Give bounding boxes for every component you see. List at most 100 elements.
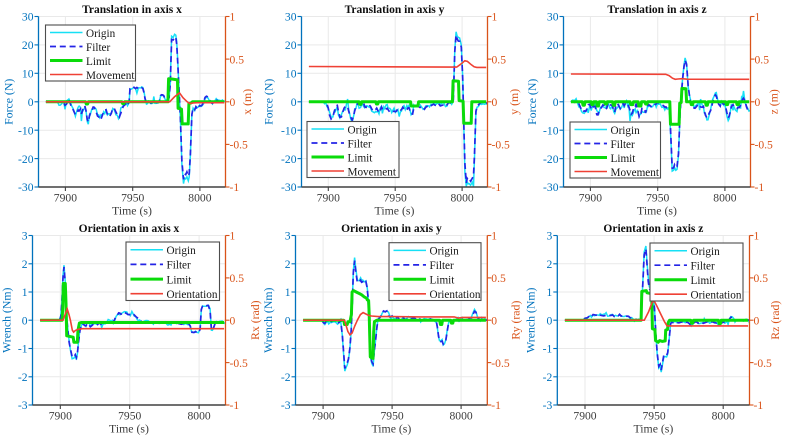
- svg-text:-2: -2: [281, 371, 291, 384]
- svg-text:Orientation: Orientation: [691, 290, 742, 302]
- svg-text:-20: -20: [281, 153, 297, 166]
- svg-text:0: 0: [291, 96, 297, 109]
- svg-text:7950: 7950: [384, 192, 407, 205]
- svg-text:0: 0: [755, 96, 761, 109]
- svg-text:Ry (rad): Ry (rad): [509, 301, 523, 340]
- svg-text:8000: 8000: [451, 192, 474, 205]
- svg-text:Origin: Origin: [691, 246, 721, 258]
- svg-text:0: 0: [22, 314, 28, 327]
- svg-text:Translation in axis y: Translation in axis y: [345, 4, 445, 16]
- svg-text:0.5: 0.5: [755, 53, 770, 66]
- svg-text:-1: -1: [281, 343, 291, 356]
- svg-text:Limit: Limit: [691, 275, 717, 287]
- svg-text:-1: -1: [755, 181, 765, 194]
- svg-text:-3: -3: [281, 399, 291, 412]
- svg-text:Orientation in axis y: Orientation in axis y: [341, 223, 442, 235]
- svg-text:Time (s): Time (s): [109, 422, 149, 436]
- svg-text:Limit: Limit: [348, 152, 374, 164]
- svg-text:10: 10: [285, 68, 297, 81]
- svg-text:7950: 7950: [381, 410, 404, 423]
- svg-text:-20: -20: [543, 153, 559, 166]
- svg-text:Force (N): Force (N): [2, 79, 16, 125]
- svg-text:20: 20: [547, 39, 559, 52]
- svg-text:Limit: Limit: [167, 274, 193, 286]
- svg-text:-10: -10: [543, 124, 559, 137]
- svg-text:Time (s): Time (s): [375, 204, 415, 218]
- svg-text:-0.5: -0.5: [492, 139, 511, 152]
- svg-text:8000: 8000: [713, 192, 736, 205]
- svg-text:Movement: Movement: [86, 70, 135, 82]
- svg-text:-10: -10: [281, 124, 297, 137]
- svg-text:-3: -3: [543, 399, 553, 412]
- svg-text:3: 3: [22, 230, 28, 243]
- svg-text:Origin: Origin: [611, 125, 641, 137]
- svg-text:7900: 7900: [317, 192, 340, 205]
- svg-text:Limit: Limit: [86, 56, 112, 68]
- svg-text:7950: 7950: [118, 410, 141, 423]
- svg-text:-0.5: -0.5: [755, 139, 774, 152]
- svg-text:Filter: Filter: [167, 260, 192, 272]
- svg-text:-2: -2: [18, 371, 28, 384]
- svg-text:-3: -3: [18, 399, 28, 412]
- svg-text:-1: -1: [491, 399, 501, 412]
- svg-text:-1: -1: [492, 181, 502, 194]
- svg-text:-1: -1: [230, 181, 240, 194]
- svg-text:7900: 7900: [54, 192, 77, 205]
- svg-text:0.5: 0.5: [491, 272, 506, 285]
- svg-text:-0.5: -0.5: [754, 357, 773, 370]
- svg-text:Translation in axis z: Translation in axis z: [607, 4, 706, 16]
- svg-text:Force (N): Force (N): [525, 79, 539, 125]
- svg-text:Origin: Origin: [86, 28, 116, 40]
- svg-text:1: 1: [754, 230, 760, 243]
- svg-text:Limit: Limit: [611, 153, 637, 165]
- svg-text:Filter: Filter: [430, 260, 455, 272]
- svg-text:Filter: Filter: [691, 261, 716, 273]
- svg-text:20: 20: [22, 39, 34, 52]
- svg-text:-1: -1: [754, 399, 764, 412]
- svg-text:0: 0: [492, 96, 498, 109]
- svg-text:Wrench (Nm): Wrench (Nm): [0, 287, 14, 352]
- svg-text:Origin: Origin: [167, 245, 197, 257]
- svg-text:Time (s): Time (s): [633, 422, 673, 436]
- svg-text:-0.5: -0.5: [230, 139, 249, 152]
- svg-text:0: 0: [491, 314, 497, 327]
- svg-text:8000: 8000: [712, 410, 735, 423]
- svg-text:20: 20: [285, 39, 297, 52]
- svg-text:8000: 8000: [188, 410, 211, 423]
- svg-text:-1: -1: [230, 399, 240, 412]
- svg-text:-0.5: -0.5: [230, 357, 249, 370]
- svg-text:3: 3: [285, 230, 291, 243]
- svg-text:-1: -1: [543, 343, 553, 356]
- svg-text:Force (N): Force (N): [262, 79, 276, 125]
- svg-text:10: 10: [22, 68, 34, 81]
- svg-text:-0.5: -0.5: [491, 357, 510, 370]
- svg-text:Time (s): Time (s): [112, 204, 152, 218]
- svg-text:1: 1: [492, 11, 498, 24]
- svg-text:1: 1: [755, 11, 761, 24]
- svg-text:Orientation: Orientation: [430, 289, 481, 301]
- svg-text:10: 10: [547, 68, 559, 81]
- svg-text:Origin: Origin: [348, 124, 378, 136]
- svg-text:-20: -20: [18, 153, 34, 166]
- svg-text:2: 2: [285, 258, 291, 271]
- svg-text:7950: 7950: [121, 192, 144, 205]
- svg-text:1: 1: [491, 230, 497, 243]
- svg-text:1: 1: [285, 286, 291, 299]
- svg-text:7900: 7900: [312, 410, 335, 423]
- svg-text:Movement: Movement: [611, 167, 660, 179]
- svg-text:7950: 7950: [646, 192, 669, 205]
- svg-text:0: 0: [553, 96, 559, 109]
- svg-text:7950: 7950: [643, 410, 666, 423]
- svg-text:Orientation in axis x: Orientation in axis x: [79, 223, 180, 235]
- svg-text:1: 1: [230, 11, 236, 24]
- svg-text:30: 30: [22, 11, 34, 24]
- svg-text:Rz (rad): Rz (rad): [768, 301, 782, 340]
- svg-text:0: 0: [754, 314, 760, 327]
- svg-text:0: 0: [230, 314, 236, 327]
- svg-text:Limit: Limit: [430, 275, 456, 287]
- svg-text:0: 0: [28, 96, 34, 109]
- svg-text:-30: -30: [543, 181, 559, 194]
- svg-text:0.5: 0.5: [492, 53, 507, 66]
- svg-text:3: 3: [547, 230, 553, 243]
- svg-text:Filter: Filter: [86, 42, 111, 54]
